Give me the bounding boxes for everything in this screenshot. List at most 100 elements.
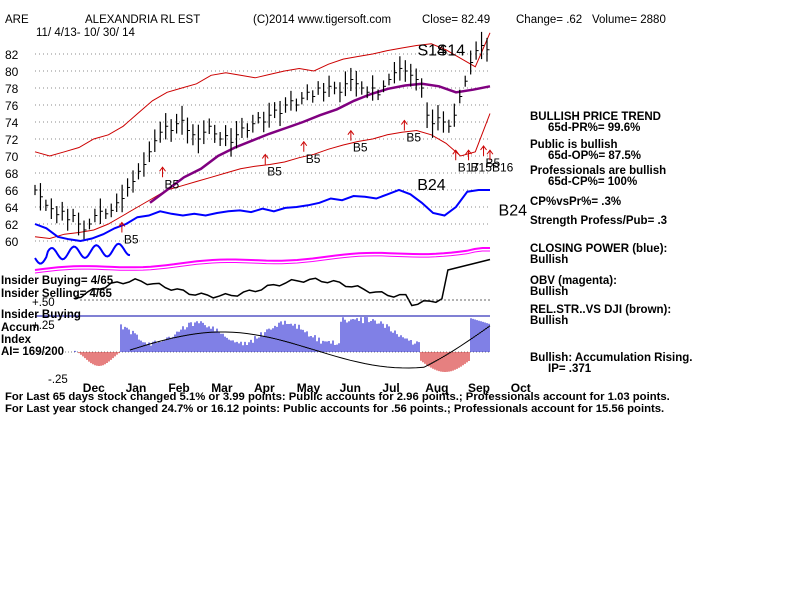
indicator-value: IP= .371: [548, 363, 592, 375]
accum-minus25-label: -.25: [48, 374, 68, 386]
x-tick-label: Jun: [340, 381, 361, 395]
indicator-title: CP%vsPr%= .3%: [530, 196, 622, 208]
y-tick-label: 64: [5, 201, 19, 215]
buy-signal-arrowhead: [118, 221, 126, 227]
insider-buying-label-2: Insider Buying: [1, 309, 81, 321]
closing-power-lower-line: [34, 242, 131, 265]
close-value: Close= 82.49: [422, 14, 491, 26]
y-tick-label: 72: [5, 133, 19, 147]
buy-signal-label: B5: [353, 141, 368, 155]
indicator-obv: OBV (magenta): Bullish: [530, 275, 617, 298]
ticker-symbol: ARE: [5, 14, 29, 26]
indicator-rel-strength: REL.STR..VS DJI (brown): Bullish: [530, 304, 672, 327]
buy-signal-label: B15: [471, 160, 493, 174]
x-tick-label: Mar: [211, 381, 233, 395]
y-tick-label: 70: [5, 150, 19, 164]
copyright-text: (C)2014 www.tigersoft.com: [253, 14, 392, 26]
x-tick-label: Sep: [468, 381, 490, 395]
y-tick-label: 78: [5, 82, 19, 96]
rel-strength-line: [74, 258, 491, 307]
lower-band-line: [34, 113, 491, 240]
y-tick-label: 68: [5, 167, 19, 181]
buy-signal-label: B17: [458, 160, 480, 174]
x-tick-label: Aug: [425, 381, 448, 395]
cp-signal-label: B24: [499, 203, 528, 220]
indicator-title: Public is bullish: [530, 139, 618, 151]
buy-signal-arrowhead: [400, 119, 408, 125]
buy-signal-arrowhead: [480, 145, 487, 151]
indicator-strength: Strength Profess/Pub= .3: [530, 215, 668, 227]
change-value: Change= .62: [516, 14, 583, 26]
index-label: Index: [1, 334, 32, 346]
buy-signal-arrowhead: [347, 129, 355, 135]
insider-buying-label: Insider Buying= 4/65: [1, 275, 114, 287]
sell-signal-label: S14: [417, 43, 446, 60]
accum-plus50-label: +.50: [32, 297, 55, 309]
indicator-price-trend: BULLISH PRICE TREND 65d-PR%= 99.6%: [530, 111, 661, 134]
x-tick-label: Dec: [83, 381, 105, 395]
y-tick-label: 66: [5, 184, 19, 198]
accum-moving-average: [129, 325, 491, 369]
indicator-title: Bullish: Accumulation Rising.: [530, 352, 693, 364]
indicator-title: OBV (magenta):: [530, 275, 617, 287]
indicator-title: Strength Profess/Pub= .3: [530, 215, 668, 227]
buy-signal-label: B5: [486, 156, 501, 170]
buy-signal-arrowhead: [159, 166, 166, 172]
y-tick-label: 80: [5, 65, 19, 79]
ai-label: AI= 169/200: [1, 346, 64, 358]
y-tick-label: 82: [5, 48, 19, 62]
indicator-title: CLOSING POWER (blue):: [530, 243, 668, 255]
buy-signal-arrowhead: [486, 149, 494, 155]
cp-signal-label: B24: [417, 177, 446, 194]
accum-label: Accum: [1, 322, 40, 334]
indicator-accumulation: Bullish: Accumulation Rising. IP= .371: [530, 352, 693, 375]
x-tick-label: Feb: [168, 381, 189, 395]
footer-65day-summary: For Last 65 days stock changed 5.1% or 3…: [5, 391, 670, 403]
buy-signal-arrowhead: [300, 140, 308, 147]
buy-signal-arrowhead: [452, 149, 460, 155]
indicator-cp-vs-pr: CP%vsPr%= .3%: [530, 196, 622, 208]
indicator-value: 65d-PR%= 99.6%: [548, 122, 641, 134]
footer-year-summary: For Last year stock changed 24.7% or 16.…: [5, 403, 665, 415]
buy-signal-label: B5: [306, 152, 321, 166]
x-tick-label: May: [297, 381, 321, 395]
y-tick-label: 76: [5, 99, 19, 113]
moving-average-line: [149, 82, 491, 204]
accum-plus25-label: +.25: [32, 320, 55, 332]
x-tick-label: Jul: [382, 381, 399, 395]
indicator-value: Bullish: [530, 254, 569, 266]
x-tick-label: Apr: [254, 381, 275, 395]
buy-signal-arrowhead: [261, 153, 269, 159]
insider-selling-label: Insider Selling= 4/65: [1, 288, 112, 300]
obv-line-thin: [34, 250, 490, 274]
buy-signal-label: B5: [165, 177, 180, 191]
company-name: ALEXANDRIA RL EST: [85, 14, 201, 26]
obv-line: [34, 247, 490, 271]
indicator-closing-power: CLOSING POWER (blue): Bullish: [530, 243, 668, 266]
x-tick-label: Oct: [511, 381, 531, 395]
indicator-professionals: Professionals are bullish 65d-CP%= 100%: [530, 165, 667, 188]
indicator-value: Bullish: [530, 315, 569, 327]
indicator-value: Bullish: [530, 286, 569, 298]
indicator-title: REL.STR..VS DJI (brown):: [530, 304, 672, 316]
indicator-value: 65d-CP%= 100%: [548, 176, 638, 188]
y-tick-label: 60: [5, 235, 19, 249]
closing-power-line: [34, 188, 490, 243]
date-range: 11/ 4/13- 10/ 30/ 14: [36, 27, 135, 39]
indicator-title: Professionals are bullish: [530, 165, 667, 177]
y-tick-label: 62: [5, 218, 19, 232]
indicator-value: 65d-OP%= 87.5%: [548, 150, 642, 162]
buy-signal-label: B16: [492, 160, 514, 174]
volume-value: Volume= 2880: [592, 14, 666, 26]
buy-signal-label: B5: [267, 165, 282, 179]
sell-signal-label: S14: [437, 43, 466, 60]
x-tick-label: Jan: [126, 381, 147, 395]
buy-signal-label: B5: [406, 131, 421, 145]
upper-band-line: [34, 32, 491, 157]
buy-signal-arrowhead: [465, 149, 472, 155]
y-tick-label: 74: [5, 116, 19, 130]
indicator-title: BULLISH PRICE TREND: [530, 111, 661, 123]
buy-signal-label: B5: [124, 233, 139, 247]
indicator-public: Public is bullish 65d-OP%= 87.5%: [530, 139, 642, 162]
